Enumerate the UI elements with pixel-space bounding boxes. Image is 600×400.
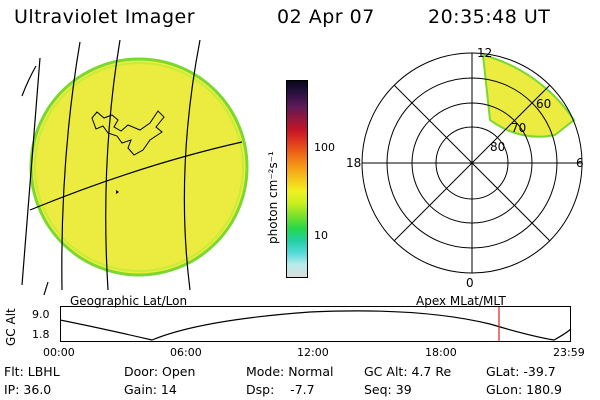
- gc-alt-status: GC Alt: 4.7 Re: [364, 364, 452, 379]
- time-tick-1: 06:00: [170, 346, 202, 359]
- colorbar: [286, 80, 308, 278]
- lat-lon-grid: [21, 40, 243, 296]
- ip-status: IP: 36.0: [4, 382, 52, 397]
- glon-status: GLon: 180.9: [486, 382, 562, 397]
- date-label: 02 Apr 07: [277, 6, 375, 28]
- colorbar-tick-100: 100: [314, 141, 335, 154]
- mlt-0-label: 0: [466, 276, 474, 290]
- polar-mlat-mlt-plot: [361, 52, 583, 274]
- polar-image-sector: [481, 53, 576, 138]
- mlat-80-label: 80: [490, 140, 506, 154]
- time-tick-4: 23:59: [553, 346, 585, 359]
- coastline-outline: [91, 110, 165, 156]
- mlt-12-label: 12: [477, 46, 493, 60]
- geographic-caption: Geographic Lat/Lon: [70, 294, 188, 308]
- mlt-6-label: 6: [576, 156, 584, 170]
- altitude-axis-label: GC Alt: [4, 308, 18, 346]
- altitude-curve: [60, 310, 572, 341]
- apex-caption: Apex MLat/MLT: [416, 294, 506, 308]
- time-tick-2: 12:00: [297, 346, 329, 359]
- filter-status: Flt: LBHL: [4, 364, 60, 379]
- time-label: 20:35:48 UT: [428, 6, 551, 28]
- seq-status: Seq: 39: [364, 382, 412, 397]
- instrument-title: Ultraviolet Imager: [14, 6, 196, 28]
- mlt-18-label: 18: [346, 156, 362, 170]
- colorbar-tick-10: 10: [314, 229, 328, 242]
- time-tick-3: 18:00: [425, 346, 457, 359]
- uv-disk: [29, 57, 249, 277]
- colorbar-unit-label: photon cm⁻²s⁻¹: [266, 151, 280, 244]
- time-tick-0: 00:00: [43, 346, 75, 359]
- mlat-70-label: 70: [511, 121, 527, 135]
- altitude-min-tick: 1.8: [32, 328, 50, 341]
- gain-status: Gain: 14: [124, 382, 177, 397]
- dsp-status: Dsp: -7.7: [246, 382, 315, 397]
- door-status: Door: Open: [124, 364, 196, 379]
- glat-status: GLat: -39.7: [486, 364, 556, 379]
- geographic-image-panel: [21, 40, 249, 296]
- altitude-max-tick: 9.0: [32, 308, 50, 321]
- mode-status: Mode: Normal: [246, 364, 334, 379]
- mlat-60-label: 60: [536, 97, 552, 111]
- altitude-timeline-plot: [60, 306, 572, 342]
